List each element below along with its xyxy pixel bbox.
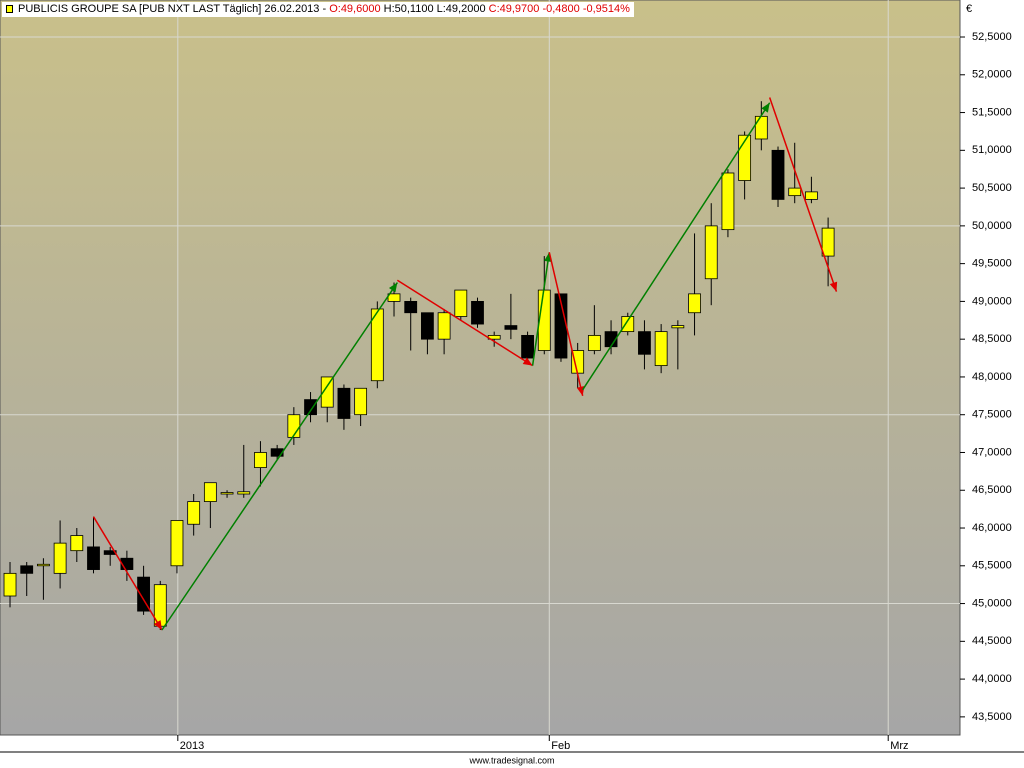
y-tick-label: 47,0000	[972, 446, 1012, 458]
y-tick-label: 44,5000	[972, 635, 1012, 647]
trend-arrow-head	[388, 282, 398, 293]
trend-arrow-head	[829, 281, 838, 292]
candle-body	[437, 312, 451, 340]
trend-arrow-head	[576, 385, 585, 396]
candle-body	[504, 325, 518, 330]
y-tick-label: 51,0000	[972, 144, 1012, 156]
y-tick-label: 48,5000	[972, 333, 1012, 345]
candle-body	[654, 331, 668, 367]
candle-body	[120, 557, 134, 570]
candle-body	[203, 482, 217, 502]
candle-body	[254, 452, 267, 468]
trend-arrow	[582, 102, 771, 391]
candle-body	[137, 576, 150, 612]
candle-body	[721, 172, 735, 231]
candle-body	[70, 535, 84, 552]
candle-body	[220, 492, 234, 495]
candle-body	[53, 542, 67, 574]
candle-body	[688, 293, 701, 314]
candle-body	[788, 187, 802, 197]
candle-body	[304, 399, 317, 416]
y-tick-label: 49,5000	[972, 258, 1012, 270]
header-text: PUBLICIS GROUPE SA [PUB NXT LAST Täglich…	[18, 3, 330, 15]
candle-body	[587, 334, 601, 351]
candle-body	[187, 501, 201, 525]
header-text: H:50,1100 L:49,2000	[380, 3, 489, 15]
x-tick-label: Mrz	[890, 740, 908, 752]
footer: www.tradesignal.com	[468, 755, 554, 765]
y-tick-label: 44,0000	[972, 673, 1012, 685]
y-tick-label: 46,0000	[972, 522, 1012, 534]
trend-arrow	[548, 252, 584, 396]
y-tick-label: 50,0000	[972, 220, 1012, 232]
trend-arrow	[161, 282, 398, 631]
y-tick-label: 43,5000	[972, 711, 1012, 723]
candle-body	[454, 289, 468, 317]
header-icon	[6, 5, 13, 13]
candle-body	[771, 149, 785, 200]
trend-arrow	[768, 97, 838, 292]
header: PUBLICIS GROUPE SA [PUB NXT LAST Täglich…	[2, 2, 634, 17]
y-tick-label: 46,5000	[972, 484, 1012, 496]
candle-body	[621, 316, 635, 333]
candle-body	[103, 550, 117, 555]
trend-arrow	[396, 279, 533, 367]
y-tick-label: 50,5000	[972, 182, 1012, 194]
candle-body	[638, 331, 651, 355]
candle-body	[537, 289, 551, 351]
currency: €	[966, 3, 972, 15]
trend-arrow-head	[522, 357, 533, 366]
candle-body	[20, 565, 34, 574]
candle-body	[87, 546, 100, 570]
header-text: O:49,6000	[329, 3, 381, 15]
y-tick-label: 52,0000	[972, 69, 1012, 81]
candle-body	[521, 334, 534, 359]
y-tick-label: 52,5000	[972, 31, 1012, 43]
header-text: C:49,9700 -0,4800 -0,9514%	[488, 3, 630, 15]
trend-arrow	[531, 252, 551, 366]
y-tick-label: 47,5000	[972, 409, 1012, 421]
candle-body	[237, 491, 251, 495]
y-tick-label: 51,5000	[972, 106, 1012, 118]
candle-body	[404, 301, 418, 314]
candle-body	[354, 387, 368, 416]
plot-area	[0, 0, 961, 736]
candle-body	[37, 563, 50, 567]
candle-body	[320, 376, 334, 408]
y-tick-label: 49,0000	[972, 295, 1012, 307]
trend-arrow-head	[153, 620, 162, 630]
x-tick-label: Feb	[551, 740, 570, 752]
candle-body	[471, 301, 484, 325]
candle-body	[671, 325, 685, 329]
candle-body	[704, 225, 718, 280]
y-tick-label: 45,5000	[972, 560, 1012, 572]
candle-body	[170, 520, 184, 567]
trend-arrow-head	[761, 102, 770, 113]
trend-arrow	[92, 516, 163, 631]
candle-body	[337, 387, 351, 419]
y-tick-label: 48,0000	[972, 371, 1012, 383]
candle-body	[370, 308, 384, 382]
x-tick-label: 2013	[180, 740, 204, 752]
y-tick-label: 45,0000	[972, 597, 1012, 609]
candle-body	[3, 572, 17, 597]
candle-body	[421, 312, 434, 340]
candle-body	[270, 448, 284, 457]
candle-body	[754, 115, 768, 140]
candle-body	[821, 227, 835, 257]
candle-body	[805, 191, 818, 200]
